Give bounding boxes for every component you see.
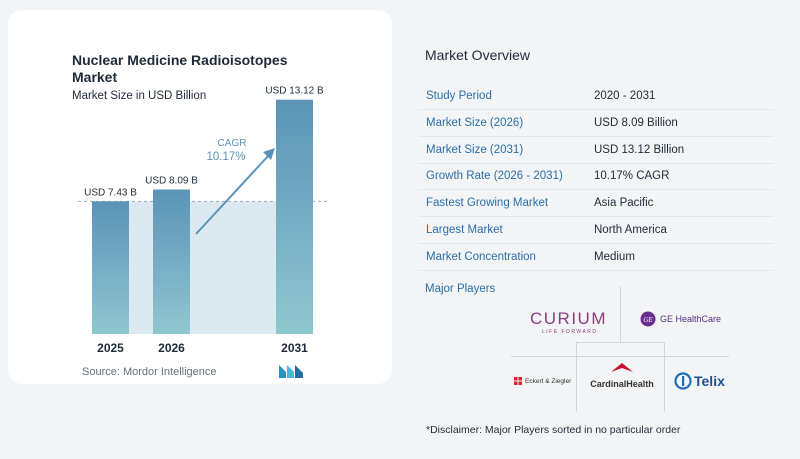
cardinal-mark-icon [611,363,633,372]
data-label: USD 7.43 B [84,187,137,198]
overview-row: Largest Market North America [418,217,774,244]
overview-row-label: Growth Rate (2026 - 2031) [426,170,563,183]
overview-row: Study Period 2020 - 2031 [418,83,774,110]
overview-row-value: North America [594,224,667,236]
overview-row-value: 10.17% CAGR [594,170,670,183]
overview-row: Growth Rate (2026 - 2031) 10.17% CAGR [418,163,774,191]
overview-row-value: USD 8.09 Billion [594,116,678,129]
overview-row: Market Concentration Medium [418,244,774,271]
overview-row-label: Market Concentration [426,250,536,263]
overview-row-value: Asia Pacific [594,197,654,210]
overview-row-value: USD 13.12 Billion [594,143,685,156]
data-label: USD 13.12 B [265,86,324,97]
overview-row: Market Size (2026) USD 8.09 Billion [418,110,774,137]
overview-row: Market Size (2031) USD 13.12 Billion [418,137,774,164]
eckert-mark-icon [514,377,522,385]
ge-healthcare-logo: GE GE HealthCare [640,311,721,327]
chart-title: Nuclear Medicine Radioisotopes Market [72,52,288,85]
bar [92,201,129,334]
cagr-value: 10.17% [206,151,245,163]
mordor-logo-icon [279,365,303,378]
chart-subtitle: Market Size in USD Billion [72,90,207,102]
category-label: 2026 [158,341,185,355]
category-label: 2025 [97,341,124,355]
telix-logo: Telix [674,372,725,390]
players-divider [511,356,729,357]
bar [153,189,190,334]
players-divider [620,286,621,342]
svg-text:GE: GE [643,316,653,324]
curium-tagline: LIFE FORWARD [542,329,598,335]
overview-row: Fastest Growing Market Asia Pacific [418,190,774,218]
overview-row-label: Market Size (2031) [426,143,524,156]
data-label: USD 8.09 B [145,176,198,187]
bar [276,99,313,334]
cardinal-health-logo: CardinalHealth [588,361,656,389]
players-divider [576,342,577,412]
players-divider [664,342,665,412]
cagr-label: CAGR [218,138,247,149]
cagr-arrowhead-icon [263,148,275,160]
major-players-label: Major Players [425,283,496,295]
overview-row-value: Medium [594,250,635,263]
overview-row-label: Study Period [426,90,492,102]
disclaimer: *Disclaimer: Major Players sorted in no … [426,424,681,436]
players-divider [576,342,665,343]
overview-row-value: 2020 - 2031 [594,90,656,102]
eckert-ziegler-name: Eckert & Ziegler [525,377,572,385]
cardinal-health-name: CardinalHealth [590,379,654,389]
ge-healthcare-name: GE HealthCare [660,314,722,324]
category-label: 2031 [281,341,308,355]
curium-logo: CURIUM LIFE FORWARD [530,309,607,335]
bar-chart: USD 7.43 B 2025 USD 8.09 B 2026 USD 13.12 B 2… [78,86,327,355]
curium-name: CURIUM [530,309,607,328]
eckert-ziegler-logo: Eckert & Ziegler [514,377,571,385]
telix-mark-icon [674,372,692,390]
cagr-arrow [195,153,271,235]
ge-monogram-icon: GE [640,311,656,327]
overview-row-label: Fastest Growing Market [426,197,549,210]
source-note: Source: Mordor Intelligence [82,366,217,378]
overview-row-label: Largest Market [426,224,503,236]
telix-name: Telix [694,373,725,389]
market-overview-title: Market Overview [425,47,531,63]
overview-row-label: Market Size (2026) [426,116,524,129]
